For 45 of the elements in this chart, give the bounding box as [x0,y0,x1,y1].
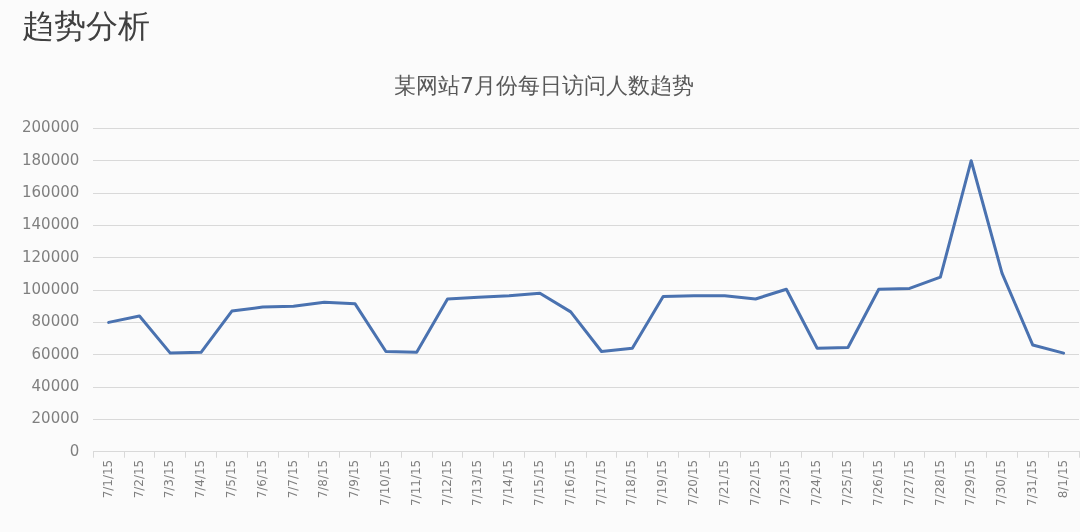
x-tick-label: 7/13/15 [470,459,485,507]
x-tick-label: 7/19/15 [655,459,670,507]
x-tick-label: 7/2/15 [131,459,146,499]
x-tick-label: 7/28/15 [932,459,947,507]
y-tick-label: 120000 [22,247,80,266]
x-tick-label: 7/8/15 [316,459,331,499]
y-tick-label: 20000 [31,409,80,428]
x-tick-label: 7/12/15 [439,459,454,507]
chart-title: 趋势分析 [22,6,150,47]
x-tick-label: 7/25/15 [840,459,855,507]
y-tick-label: 180000 [22,150,80,169]
x-tick-label: 7/24/15 [809,459,824,507]
y-tick-label: 160000 [22,182,80,201]
x-tick-label: 7/26/15 [870,459,885,507]
chart-subtitle: 某网站7月份每日访问人数趋势 [394,72,694,98]
y-tick-label: 0 [69,441,80,460]
x-tick-label: 7/15/15 [532,459,547,507]
x-tick-label: 7/16/15 [562,459,577,507]
x-tick-label: 7/10/15 [378,459,393,507]
y-tick-label: 200000 [22,118,80,137]
x-tick-label: 7/20/15 [686,459,701,507]
x-tick-label: 7/5/15 [224,459,239,499]
x-tick-label: 7/9/15 [347,459,362,499]
x-tick-label: 7/14/15 [501,459,516,507]
x-tick-label: 7/31/15 [1024,459,1039,507]
y-tick-label: 100000 [22,279,80,298]
x-tick-label: 7/4/15 [193,459,208,499]
x-tick-label: 7/17/15 [593,459,608,507]
x-tick-label: 7/1/15 [100,459,115,499]
x-tick-label: 7/21/15 [716,459,731,507]
x-tick-label: 7/6/15 [254,459,269,499]
x-tick-label: 7/30/15 [994,459,1009,507]
x-tick-label: 7/29/15 [963,459,978,507]
x-tick-label: 7/23/15 [778,459,793,507]
y-tick-label: 80000 [31,312,80,331]
x-tick-label: 7/11/15 [408,459,423,507]
y-tick-label: 40000 [31,376,80,395]
y-tick-label: 60000 [31,344,80,363]
x-tick-label: 7/27/15 [901,459,916,507]
x-tick-label: 8/1/15 [1055,459,1070,499]
x-tick-label: 7/18/15 [624,459,639,507]
x-tick-label: 7/7/15 [285,459,300,499]
x-tick-label: 7/22/15 [747,459,762,507]
x-tick-label: 7/3/15 [162,459,177,499]
y-tick-label: 140000 [22,215,80,234]
